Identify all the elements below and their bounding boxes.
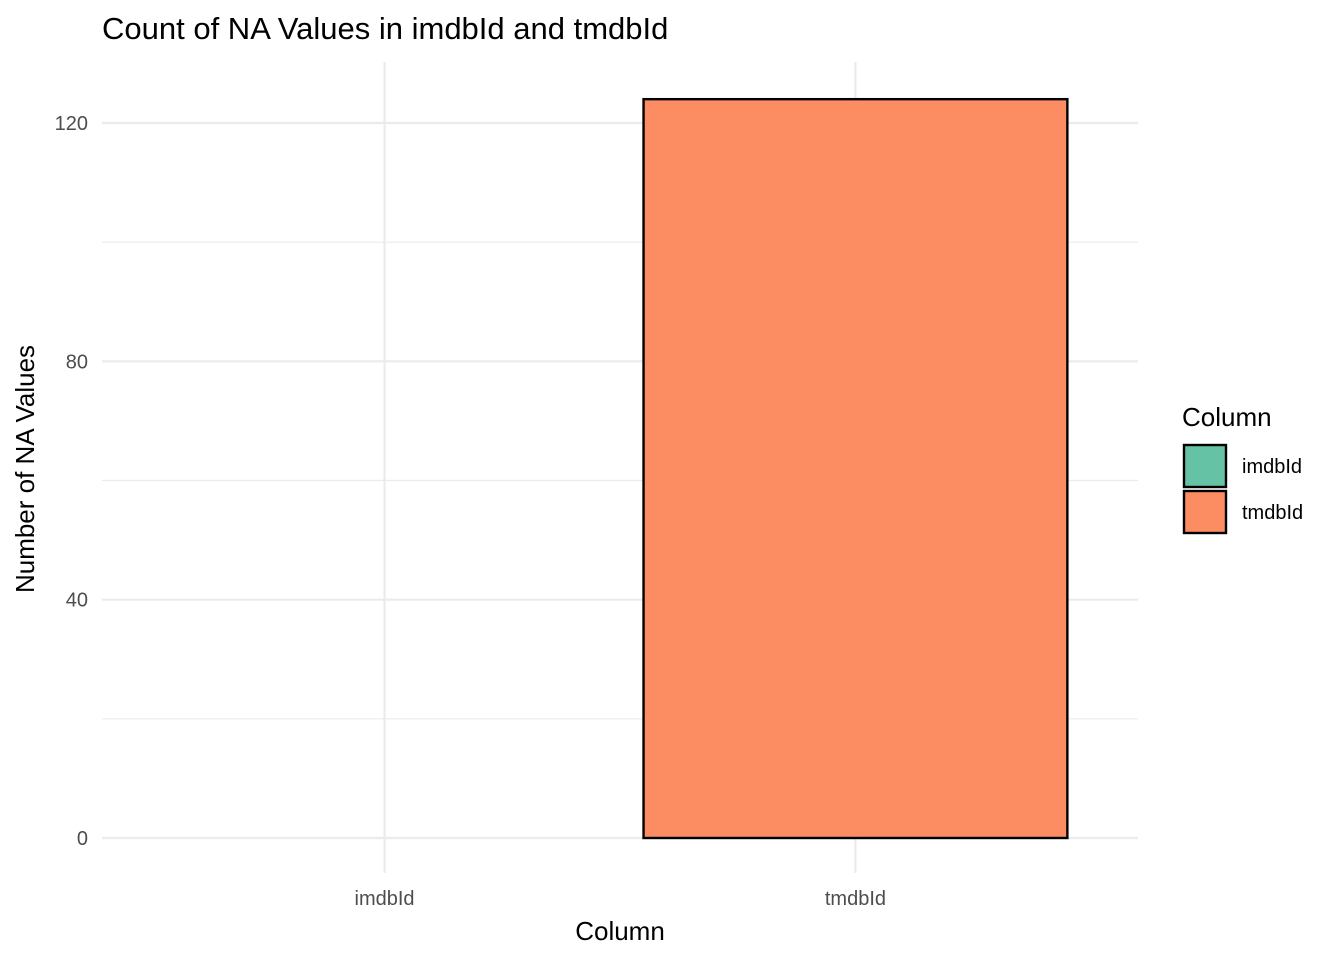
legend-label-tmdbId: tmdbId xyxy=(1242,502,1303,524)
chart-title: Count of NA Values in imdbId and tmdbId xyxy=(102,11,668,46)
legend-swatch-imdbId xyxy=(1182,443,1228,489)
legend-swatch-tmdbId xyxy=(1182,489,1228,535)
x-tick-label: imdbId xyxy=(355,888,415,910)
y-axis-ticks: 0 40 80 120 xyxy=(55,113,88,850)
y-tick-label: 0 xyxy=(77,828,88,850)
y-tick-label: 120 xyxy=(55,113,88,135)
legend-title: Column xyxy=(1182,402,1272,432)
bar-tmdbId xyxy=(642,97,1069,840)
legend-label-imdbId: imdbId xyxy=(1242,456,1302,478)
y-tick-label: 40 xyxy=(66,590,88,612)
legend-entries: imdbId tmdbId xyxy=(1182,443,1303,535)
x-axis-title: Column xyxy=(575,916,665,946)
bars xyxy=(642,97,1069,840)
legend: Column imdbId tmdbId xyxy=(1182,402,1303,535)
y-axis-title: Number of NA Values xyxy=(10,345,40,593)
x-tick-label: tmdbId xyxy=(825,888,886,910)
x-axis-ticks: imdbId tmdbId xyxy=(355,888,887,910)
y-tick-label: 80 xyxy=(66,351,88,373)
